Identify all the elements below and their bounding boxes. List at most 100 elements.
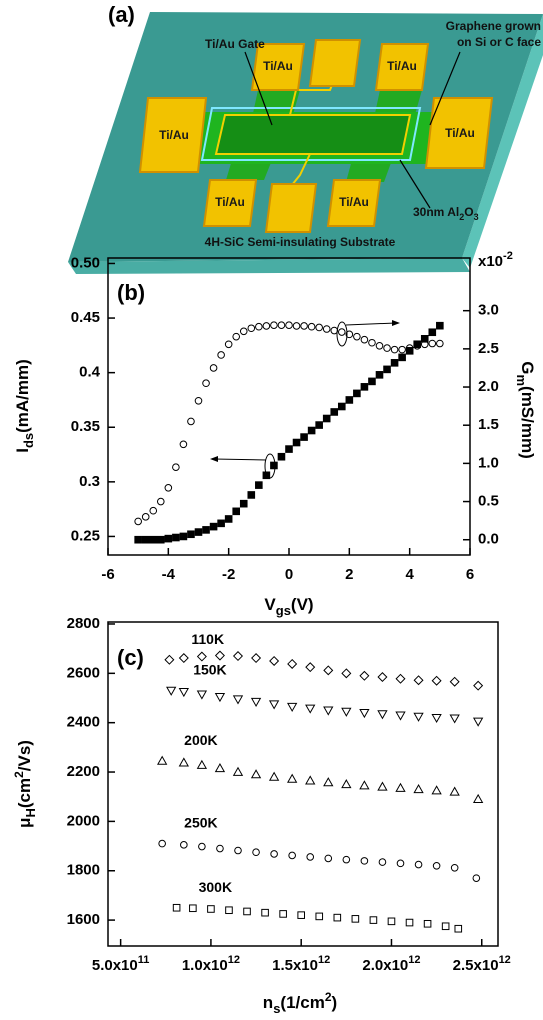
marker <box>423 919 432 928</box>
marker <box>224 515 233 523</box>
label-part: x10 <box>478 253 503 270</box>
marker <box>279 910 287 918</box>
tick-label: 2600 <box>67 664 100 681</box>
panel-label: (a) <box>108 2 135 27</box>
contact-pad <box>424 97 494 169</box>
tick-label: 0.50 <box>71 254 100 271</box>
marker <box>196 651 207 662</box>
marker <box>164 654 175 665</box>
marker <box>413 675 424 686</box>
tick-text: 1.0 <box>478 454 499 471</box>
oxide-label: 30nm Al2O3 <box>413 205 479 222</box>
marker <box>251 653 262 664</box>
marker <box>247 491 256 499</box>
annotation-arrowhead <box>210 456 218 462</box>
pointer <box>244 51 273 126</box>
marker <box>209 364 218 372</box>
label-part: /Vs) <box>15 740 34 771</box>
marker <box>202 379 210 388</box>
marker <box>180 841 188 849</box>
contact-pad <box>326 179 382 227</box>
tick-text: 3.0 <box>478 302 499 319</box>
label-part: G <box>518 361 537 374</box>
tick-label: 0.4 <box>79 364 101 381</box>
gate-electrode <box>214 114 412 155</box>
marker <box>323 706 334 716</box>
tick-label: 2 <box>345 566 353 583</box>
marker <box>198 842 206 851</box>
oxide-label-part: 30nm Al <box>413 205 459 219</box>
marker <box>473 680 484 691</box>
marker <box>322 325 331 333</box>
label-part: m <box>514 374 529 386</box>
series-label: 150K <box>193 662 226 678</box>
tick-text: 1800 <box>67 862 100 879</box>
marker <box>341 668 352 679</box>
marker <box>390 359 399 367</box>
marker <box>202 526 210 534</box>
marker <box>194 396 203 405</box>
tick-text: 2000 <box>67 812 100 829</box>
marker <box>323 777 334 787</box>
marker <box>232 651 244 662</box>
tick-text: 0.4 <box>79 364 101 381</box>
marker <box>172 463 180 471</box>
tick-text: 0.3 <box>79 473 100 490</box>
tick-text: 0.25 <box>71 527 100 544</box>
tick-text: 2400 <box>67 714 100 731</box>
marker <box>413 712 424 722</box>
marker <box>196 759 208 769</box>
marker <box>179 532 188 541</box>
marker <box>179 440 188 449</box>
marker <box>413 342 422 350</box>
label-part: (V) <box>291 595 314 614</box>
pad-label: Ti/Au <box>159 128 189 142</box>
marker <box>431 785 442 795</box>
marker <box>134 535 142 544</box>
series-label: 300K <box>199 879 232 895</box>
marker <box>405 344 414 352</box>
tick-text: 2 <box>345 566 353 583</box>
marker <box>232 766 244 776</box>
marker <box>405 347 414 355</box>
label-part: gs <box>276 603 291 618</box>
pad-label: Ti/Au <box>263 59 293 73</box>
tick-label: 4 <box>405 566 414 583</box>
label-part: 2 <box>325 990 332 1004</box>
tick-text: -2 <box>222 566 235 583</box>
tick-label: 0.25 <box>71 527 100 544</box>
marker <box>270 461 278 470</box>
label-part: μ <box>15 818 34 828</box>
marker <box>369 916 378 924</box>
tick-label: 1.0 <box>478 454 499 471</box>
marker <box>288 851 296 860</box>
marker <box>141 535 150 544</box>
marker <box>149 506 158 515</box>
tick-text: 2.5x10 <box>453 957 499 974</box>
marker <box>449 786 460 796</box>
marker <box>134 517 142 526</box>
marker <box>337 328 346 336</box>
tick-label: 0.3 <box>79 473 100 490</box>
tick-text: 1.5x10 <box>272 957 318 974</box>
marker <box>277 452 286 461</box>
marker <box>270 850 278 858</box>
graphene-strip <box>252 90 300 118</box>
marker <box>232 695 244 705</box>
marker <box>436 321 444 330</box>
marker <box>387 917 396 926</box>
marker <box>178 757 189 767</box>
marker <box>378 858 387 866</box>
label-part: ) <box>332 993 338 1012</box>
contact-pad <box>138 97 208 173</box>
tick-label: 1.5x1012 <box>272 954 330 974</box>
marker <box>214 650 225 661</box>
annotation-arrowhead <box>392 320 400 326</box>
marker <box>368 377 376 386</box>
marker <box>178 653 189 664</box>
marker <box>189 904 197 913</box>
marker <box>375 371 384 379</box>
marker <box>323 665 334 676</box>
plot-frame <box>107 257 471 556</box>
